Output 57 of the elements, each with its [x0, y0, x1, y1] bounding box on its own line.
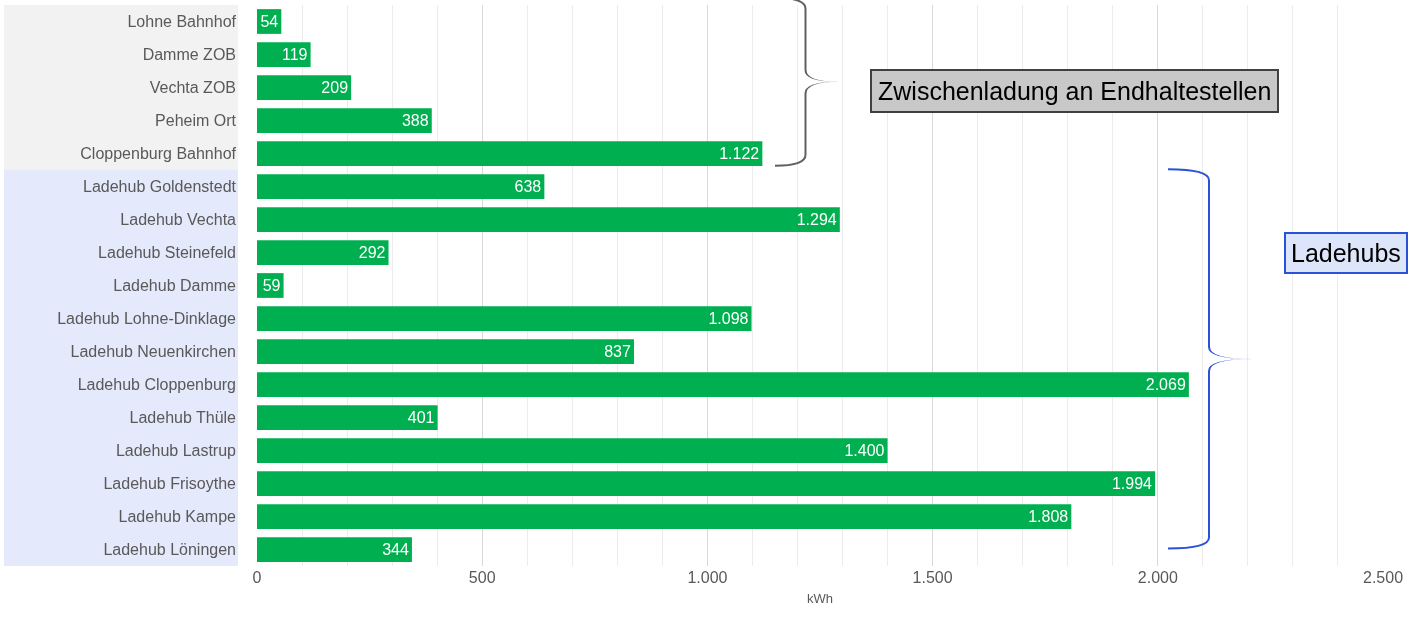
- data-label: 1.294: [796, 211, 837, 229]
- y-tick-label: Ladehub Goldenstedt: [82, 178, 237, 196]
- y-tick-label: Cloppenburg Bahnhof: [80, 145, 237, 163]
- bar: [257, 537, 412, 562]
- bar: [257, 174, 545, 199]
- data-label: 1.400: [844, 442, 885, 460]
- data-label: 2.069: [1145, 376, 1186, 394]
- y-tick-label: Damme ZOB: [142, 46, 236, 64]
- data-label: 54: [260, 13, 279, 30]
- y-tick-label: Ladehub Vechta: [120, 211, 237, 229]
- x-tick-label: 2.500: [1362, 569, 1404, 586]
- bar: [257, 438, 888, 463]
- data-label: 388: [401, 112, 429, 130]
- x-tick-label: 0: [252, 569, 262, 586]
- bar: [257, 372, 1189, 397]
- data-label: 292: [358, 244, 386, 262]
- y-tick-label: Ladehub Frisoythe: [103, 475, 237, 493]
- bar: [257, 240, 389, 265]
- data-label: 1.808: [1028, 508, 1069, 526]
- bar: [257, 141, 763, 166]
- y-tick-label: Ladehub Löningen: [103, 541, 236, 559]
- data-label: 1.994: [1111, 475, 1153, 493]
- y-tick-label: Ladehub Neuenkirchen: [70, 343, 236, 361]
- bar: [257, 471, 1156, 496]
- data-label: 119: [281, 46, 308, 64]
- y-tick-label: Ladehub Lastrup: [115, 442, 237, 460]
- y-tick-label: Peheim Ort: [155, 112, 237, 130]
- bar: [257, 207, 840, 232]
- bar: [257, 339, 634, 364]
- data-label: 59: [262, 277, 281, 295]
- bar: [257, 306, 752, 331]
- annotation: Zwischenladung an Endhaltestellen: [878, 77, 1272, 105]
- data-label: 1.122: [719, 145, 760, 163]
- x-tick-label: 2.000: [1137, 569, 1178, 586]
- y-tick-label: Vechta ZOB: [149, 79, 236, 97]
- bar: [257, 75, 352, 100]
- data-label: 638: [514, 178, 542, 196]
- y-tick-label: Ladehub Steinefeld: [98, 244, 236, 262]
- data-label: 401: [407, 409, 435, 427]
- data-label: 344: [382, 541, 409, 559]
- x-axis-title: kWh: [807, 590, 833, 606]
- y-tick-label: Lohne Bahnhof: [127, 13, 237, 31]
- x-tick-label: 1.000: [687, 569, 728, 586]
- x-tick-label: 1.500: [912, 569, 953, 586]
- y-tick-label: Ladehub Damme: [113, 277, 237, 295]
- bar: [257, 108, 432, 133]
- bar: [257, 504, 1072, 529]
- y-tick-label: Ladehub Cloppenburg: [77, 376, 236, 394]
- bar: [257, 405, 438, 430]
- y-tick-label: Ladehub Thüle: [129, 409, 237, 427]
- annotation: Ladehubs: [1291, 239, 1401, 267]
- y-tick-label: Ladehub Kampe: [118, 508, 237, 526]
- data-label: 209: [321, 79, 349, 96]
- data-label: 837: [604, 343, 631, 361]
- y-tick-label: Ladehub Lohne-Dinklage: [57, 310, 237, 328]
- x-tick-label: 500: [468, 569, 496, 586]
- data-label: 1.098: [708, 310, 749, 328]
